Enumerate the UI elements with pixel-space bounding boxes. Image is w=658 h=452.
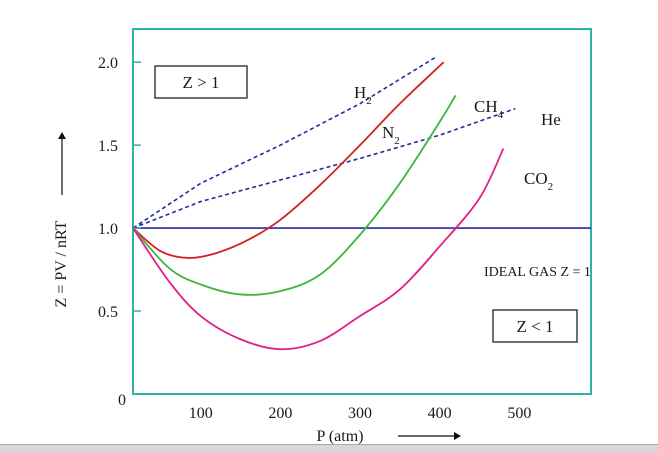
series-label-co2: CO2 bbox=[524, 169, 553, 193]
x-tick-label: 300 bbox=[348, 405, 372, 422]
y-tick-label: 0.5 bbox=[98, 304, 118, 321]
series-label-he: He bbox=[541, 110, 561, 129]
y-axis-arrow bbox=[58, 132, 66, 195]
x-tick-label: 200 bbox=[268, 405, 292, 422]
series-label-h2: H2 bbox=[354, 83, 372, 107]
series-label-ch4: CH4 bbox=[474, 97, 504, 121]
x-tick-label: 100 bbox=[189, 405, 213, 422]
bottom-rule bbox=[0, 444, 658, 452]
series-line-ch4 bbox=[132, 94, 457, 296]
x-axis-label: P (atm) bbox=[317, 428, 364, 444]
z-greater-label: Z > 1 bbox=[183, 73, 220, 92]
x-tick-label: 500 bbox=[507, 405, 531, 422]
y-axis-label: Z = PV / nRT bbox=[53, 220, 70, 307]
series-line-co2 bbox=[132, 148, 505, 351]
origin-label: 0 bbox=[118, 392, 126, 409]
series-label-n2: N2 bbox=[382, 123, 400, 147]
z-greater-box bbox=[154, 65, 248, 99]
x-axis-arrow bbox=[398, 432, 461, 440]
ideal-gas-label: IDEAL GAS Z = 1 bbox=[484, 265, 591, 280]
y-tick-label: 1.0 bbox=[98, 221, 118, 238]
y-tick-label: 1.5 bbox=[98, 138, 118, 155]
plot-frame bbox=[132, 28, 592, 395]
z-less-box bbox=[492, 309, 578, 343]
series-line-h2 bbox=[132, 56, 437, 229]
x-tick-label: 400 bbox=[428, 405, 452, 422]
z-less-label: Z < 1 bbox=[517, 317, 554, 336]
series-line-he bbox=[132, 107, 516, 229]
y-tick-label: 2.0 bbox=[98, 55, 118, 72]
series-line-n2 bbox=[132, 61, 445, 259]
